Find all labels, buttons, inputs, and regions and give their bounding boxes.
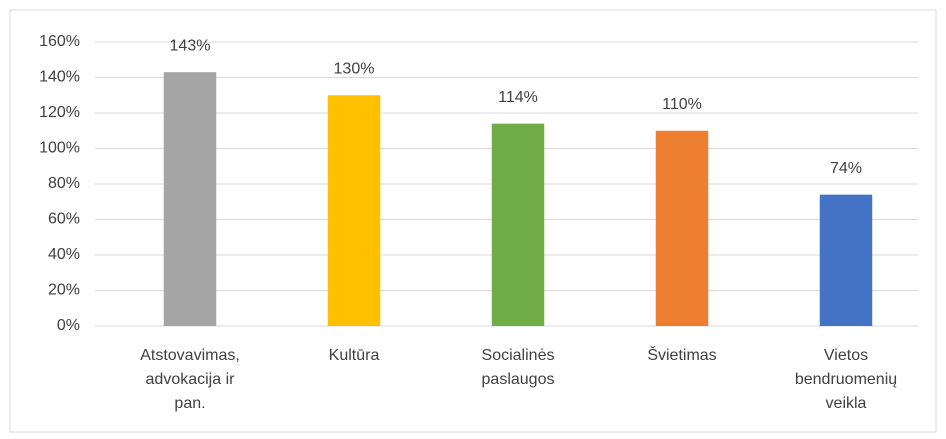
bar [819, 194, 873, 326]
y-tick-label: 100% [39, 140, 80, 157]
y-tick-label: 20% [48, 282, 80, 299]
data-label: 143% [170, 37, 211, 54]
x-tick-label: Švietimas [647, 347, 717, 364]
y-tick-label: 40% [48, 246, 80, 263]
x-tick-label: Atstovavimas, advokacija ir pan. [140, 347, 240, 412]
y-tick-label: 140% [39, 69, 80, 86]
x-tick-label: Kultūra [328, 347, 380, 364]
y-tick-label: 120% [39, 104, 80, 121]
bar [655, 130, 709, 326]
x-tick-label: Socialinės paslaugos [481, 347, 555, 388]
y-tick-label: 160% [39, 33, 80, 50]
y-tick-label: 60% [48, 211, 80, 228]
data-label: 114% [498, 89, 538, 106]
bar [163, 72, 217, 326]
y-tick-label: 0% [57, 317, 80, 334]
data-label: 74% [830, 160, 862, 177]
x-tick-label: Vietos bendruomenių veikla [794, 347, 898, 412]
bar [491, 123, 545, 327]
y-tick-label: 80% [48, 175, 80, 192]
bar [327, 95, 381, 326]
data-label: 130% [334, 60, 375, 77]
data-label: 110% [662, 96, 702, 113]
